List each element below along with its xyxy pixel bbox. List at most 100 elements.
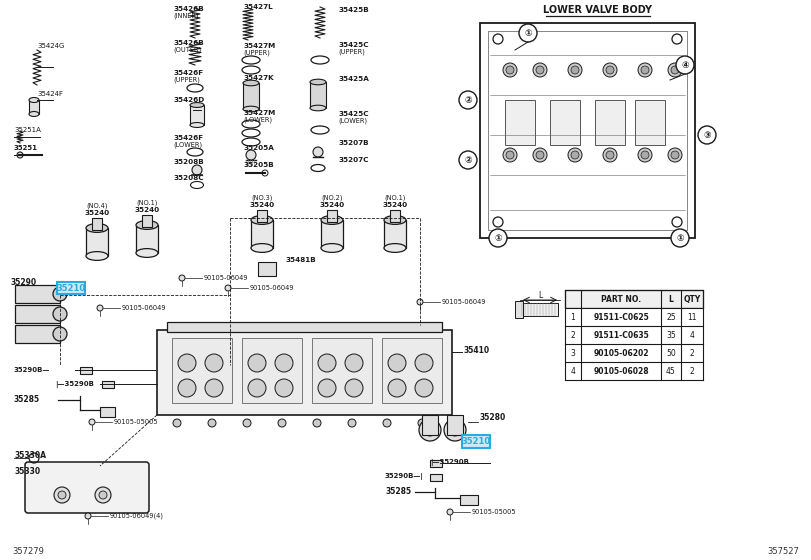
Text: 35240: 35240	[383, 202, 408, 208]
Text: 2: 2	[689, 366, 694, 376]
Circle shape	[676, 56, 694, 74]
Bar	[57, 282, 85, 294]
Bar	[29, 100, 39, 114]
Text: 35426B: 35426B	[173, 6, 204, 12]
Circle shape	[533, 63, 547, 77]
Circle shape	[178, 354, 196, 372]
Text: (UPPER): (UPPER)	[173, 77, 200, 83]
Text: ①: ①	[494, 234, 502, 242]
Ellipse shape	[321, 216, 343, 225]
Circle shape	[603, 148, 617, 162]
Circle shape	[318, 354, 336, 372]
Text: 35330A: 35330A	[15, 450, 47, 460]
Bar	[15, 285, 60, 303]
Bar	[136, 225, 158, 253]
Ellipse shape	[53, 327, 67, 341]
Bar	[480, 23, 695, 238]
Circle shape	[671, 229, 689, 247]
Circle shape	[503, 148, 517, 162]
Ellipse shape	[86, 223, 108, 232]
Bar	[327, 210, 337, 222]
Circle shape	[318, 379, 336, 397]
Circle shape	[345, 354, 363, 372]
Bar	[242, 338, 302, 403]
Bar	[447, 415, 463, 435]
Circle shape	[89, 419, 95, 425]
Circle shape	[489, 229, 507, 247]
Bar	[565, 344, 703, 362]
Circle shape	[388, 379, 406, 397]
Circle shape	[571, 66, 579, 74]
Circle shape	[313, 419, 321, 427]
Text: 35427M: 35427M	[243, 110, 275, 116]
Text: 35285: 35285	[14, 395, 40, 404]
Text: 90105-06049: 90105-06049	[250, 285, 294, 291]
Bar	[565, 326, 703, 344]
Text: 91511-C0635: 91511-C0635	[593, 330, 649, 339]
Text: (LOWER): (LOWER)	[338, 118, 367, 124]
Text: (NO.2): (NO.2)	[321, 195, 343, 201]
Circle shape	[606, 151, 614, 159]
Ellipse shape	[86, 251, 108, 260]
Bar	[384, 220, 406, 248]
Circle shape	[225, 285, 231, 291]
Circle shape	[459, 151, 477, 169]
Ellipse shape	[251, 244, 273, 253]
Text: (UPPER): (UPPER)	[243, 50, 270, 56]
Bar	[142, 215, 152, 227]
Circle shape	[192, 165, 202, 175]
Circle shape	[85, 513, 91, 519]
Bar	[460, 495, 478, 505]
Ellipse shape	[243, 80, 259, 86]
Ellipse shape	[449, 424, 461, 436]
Ellipse shape	[190, 102, 204, 108]
Circle shape	[417, 299, 423, 305]
Text: 35425B: 35425B	[338, 7, 369, 13]
Circle shape	[668, 63, 682, 77]
Circle shape	[698, 126, 716, 144]
Text: 35427L: 35427L	[243, 4, 272, 10]
Ellipse shape	[243, 106, 259, 112]
Circle shape	[641, 151, 649, 159]
Text: 1: 1	[571, 312, 575, 321]
Text: 91511-C0625: 91511-C0625	[593, 312, 649, 321]
Text: 3: 3	[571, 348, 576, 357]
Text: 35251A: 35251A	[14, 127, 41, 133]
Bar	[172, 338, 232, 403]
Text: 35425C: 35425C	[338, 111, 369, 117]
Text: QTY: QTY	[684, 295, 701, 304]
Ellipse shape	[190, 123, 204, 128]
Bar	[565, 362, 703, 380]
Text: 35426D: 35426D	[173, 97, 204, 103]
Text: 35240: 35240	[250, 202, 275, 208]
Text: 35210: 35210	[57, 283, 86, 292]
Ellipse shape	[310, 105, 326, 111]
Ellipse shape	[424, 424, 436, 436]
Circle shape	[506, 66, 514, 74]
Bar	[505, 100, 535, 145]
Text: 90105-05005: 90105-05005	[114, 419, 159, 425]
Text: 35240: 35240	[320, 202, 345, 208]
Circle shape	[99, 491, 107, 499]
Text: 90105-06049(4): 90105-06049(4)	[110, 513, 164, 519]
Text: 90105-05005: 90105-05005	[472, 509, 517, 515]
Text: 35426F: 35426F	[173, 135, 203, 141]
Bar	[310, 82, 326, 108]
Circle shape	[383, 419, 391, 427]
Circle shape	[533, 148, 547, 162]
Bar	[251, 220, 273, 248]
Text: 35207C: 35207C	[338, 157, 368, 163]
Text: |—35290B: |—35290B	[430, 460, 469, 466]
Circle shape	[571, 151, 579, 159]
Text: 25: 25	[666, 312, 676, 321]
Text: 35251: 35251	[14, 145, 38, 151]
Text: (NO.1): (NO.1)	[384, 195, 406, 201]
Ellipse shape	[384, 216, 406, 225]
Ellipse shape	[136, 249, 158, 258]
Bar	[243, 83, 259, 109]
Text: ③: ③	[703, 130, 710, 139]
Bar	[390, 210, 400, 222]
Bar	[520, 303, 558, 316]
Text: L: L	[668, 295, 673, 304]
Text: 2: 2	[571, 330, 575, 339]
